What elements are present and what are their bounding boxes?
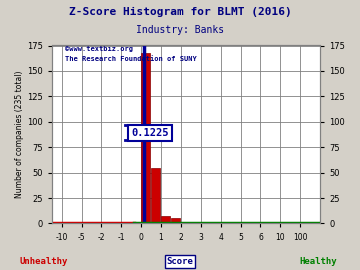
Bar [141, 53, 150, 224]
Bar [151, 168, 160, 224]
Text: The Research Foundation of SUNY: The Research Foundation of SUNY [64, 56, 196, 62]
Text: Z-Score Histogram for BLMT (2016): Z-Score Histogram for BLMT (2016) [69, 7, 291, 17]
Bar [171, 218, 180, 224]
Y-axis label: Number of companies (235 total): Number of companies (235 total) [15, 71, 24, 198]
Text: 0.1225: 0.1225 [131, 128, 169, 138]
Text: Unhealthy: Unhealthy [19, 257, 67, 266]
Text: ©www.textbiz.org: ©www.textbiz.org [64, 45, 132, 52]
Bar [161, 216, 170, 224]
Text: Healthy: Healthy [300, 257, 337, 266]
Text: Industry: Banks: Industry: Banks [136, 25, 224, 35]
Text: Score: Score [167, 257, 193, 266]
